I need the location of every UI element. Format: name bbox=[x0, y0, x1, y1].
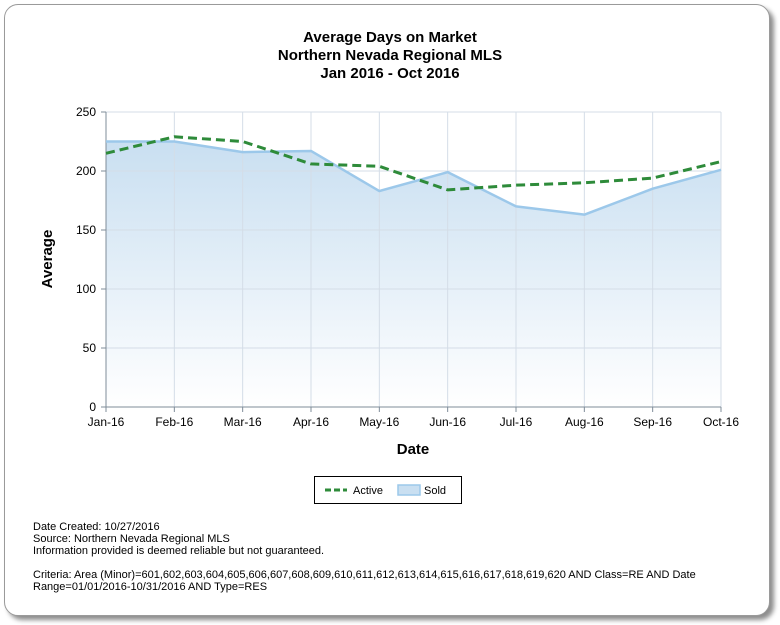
legend-sold-swatch bbox=[397, 484, 421, 496]
legend-active-label: Active bbox=[353, 485, 383, 497]
sold-area-fill bbox=[106, 141, 721, 407]
y-tick-label: 50 bbox=[83, 341, 97, 355]
x-axis-label: Date bbox=[397, 441, 430, 458]
legend: Active Sold bbox=[314, 476, 462, 504]
x-tick-label: Aug-16 bbox=[565, 415, 604, 429]
y-axis-label: Average bbox=[39, 230, 56, 289]
y-tick-label: 250 bbox=[76, 105, 96, 119]
y-tick-label: 150 bbox=[76, 223, 96, 237]
chart-plot: 0 50 100 150 200 250 Jan-16 Feb-16 Mar-16 Apr-16 M… bbox=[39, 105, 739, 458]
footer-criteria-line-1: Criteria: Area (Minor)=601,602,603,604,6… bbox=[33, 569, 696, 581]
footer-source: Source: Northern Nevada Regional MLS bbox=[33, 533, 230, 545]
x-tick-label: Oct-16 bbox=[703, 415, 739, 429]
sold-series-line bbox=[106, 140, 722, 216]
footer-date-created: Date Created: 10/27/2016 bbox=[33, 521, 160, 533]
y-tick-label: 0 bbox=[89, 400, 96, 414]
footer-disclaimer: Information provided is deemed reliable … bbox=[33, 545, 325, 557]
chart-title-line-2: Northern Nevada Regional MLS bbox=[277, 47, 503, 64]
footer-criteria-line-2: Range=01/01/2016-10/31/2016 AND Type=RES bbox=[33, 581, 268, 593]
y-tick-label: 200 bbox=[76, 164, 96, 178]
x-tick-label: Feb-16 bbox=[155, 415, 193, 429]
x-tick-label: May-16 bbox=[359, 415, 399, 429]
x-tick-label: Jan-16 bbox=[88, 415, 125, 429]
x-tick-label: Mar-16 bbox=[224, 415, 262, 429]
x-tick-label: Sep-16 bbox=[633, 415, 672, 429]
y-tick-label: 100 bbox=[76, 282, 96, 296]
legend-sold-label: Sold bbox=[424, 485, 446, 497]
x-tick-label: Apr-16 bbox=[293, 415, 329, 429]
active-series-line bbox=[105, 135, 722, 192]
chart-title-line-1: Average Days on Market bbox=[303, 29, 477, 46]
chart-title-line-3: Jan 2016 - Oct 2016 bbox=[320, 65, 460, 82]
x-tick-label: Jun-16 bbox=[429, 415, 466, 429]
x-tick-label: Jul-16 bbox=[500, 415, 533, 429]
